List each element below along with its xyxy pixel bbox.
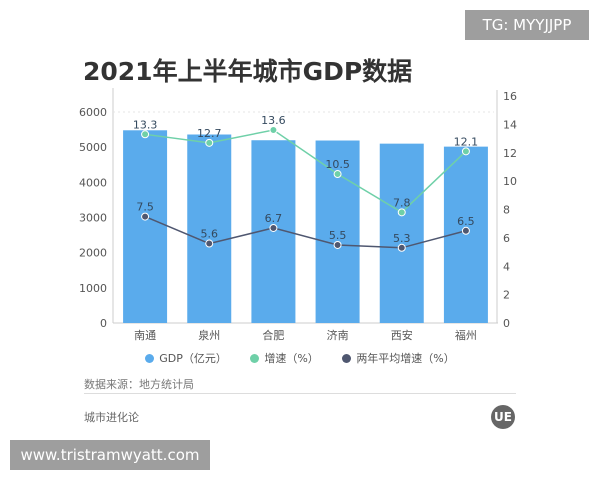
x-tick-label: 济南: [327, 328, 349, 342]
data-label: 13.6: [261, 114, 286, 127]
right-tick-label: 4: [503, 260, 510, 273]
data-point: [141, 212, 150, 221]
x-tick-label: 福州: [455, 328, 477, 342]
right-tick-label: 14: [503, 118, 517, 131]
data-label: 12.7: [197, 127, 222, 140]
data-label: 13.3: [133, 118, 158, 131]
brand-name: 城市进化论: [84, 411, 139, 424]
data-point: [269, 223, 278, 232]
data-point: [461, 147, 470, 156]
data-label: 5.3: [393, 232, 411, 245]
left-tick-label: 2000: [79, 247, 107, 260]
x-tick-label: 合肥: [262, 328, 284, 342]
data-label: 5.5: [329, 229, 347, 242]
series-line-1: [144, 129, 467, 214]
watermark-top: TG: MYYJJPP: [465, 10, 589, 40]
chart-title: 2021年上半年城市GDP数据: [83, 57, 413, 86]
data-label: 6.7: [265, 212, 283, 225]
left-tick-label: 5000: [79, 141, 107, 154]
data-label: 12.1: [454, 135, 479, 148]
brand-logo: UE: [491, 405, 515, 429]
x-tick-label: 西安: [391, 328, 413, 342]
left-tick-label: 0: [100, 317, 107, 330]
data-label: 7.5: [136, 201, 154, 214]
data-label: 6.5: [457, 215, 475, 228]
watermark-bottom: www.tristramwyatt.com: [10, 440, 210, 470]
data-point: [397, 208, 406, 217]
left-tick-label: 3000: [79, 212, 107, 225]
data-point: [269, 126, 278, 135]
bar-gdp: [187, 134, 232, 323]
source-note: 数据来源：地方统计局: [84, 378, 194, 391]
data-point: [333, 170, 342, 179]
data-point: [461, 226, 470, 235]
bar-gdp: [379, 143, 424, 323]
data-label: 7.8: [393, 196, 411, 209]
series-line-2: [144, 215, 467, 249]
data-point: [141, 130, 150, 139]
data-label: 10.5: [325, 158, 350, 171]
right-tick-label: 10: [503, 175, 517, 188]
right-tick-label: 0: [503, 317, 510, 330]
bar-gdp: [123, 130, 168, 323]
right-tick-label: 8: [503, 204, 510, 217]
data-point: [205, 239, 214, 248]
left-tick-label: 6000: [79, 106, 107, 119]
right-tick-label: 16: [503, 90, 517, 103]
data-point: [205, 138, 214, 147]
left-tick-label: 4000: [79, 176, 107, 189]
right-tick-label: 6: [503, 232, 510, 245]
legend: GDP（亿元） 增速（%） 两年平均增速（%）: [0, 350, 600, 366]
left-tick-label: 1000: [79, 282, 107, 295]
legend-gdp: GDP（亿元）: [145, 352, 227, 365]
right-tick-label: 2: [503, 289, 510, 302]
divider: [84, 393, 516, 394]
legend-growth: 增速（%）: [250, 352, 319, 365]
x-tick-label: 南通: [134, 329, 156, 342]
x-tick-label: 泉州: [198, 328, 220, 342]
data-point: [397, 243, 406, 252]
data-label: 5.6: [201, 228, 219, 241]
data-point: [333, 240, 342, 249]
legend-avg-growth: 两年平均增速（%）: [342, 352, 455, 365]
right-tick-label: 12: [503, 147, 517, 160]
